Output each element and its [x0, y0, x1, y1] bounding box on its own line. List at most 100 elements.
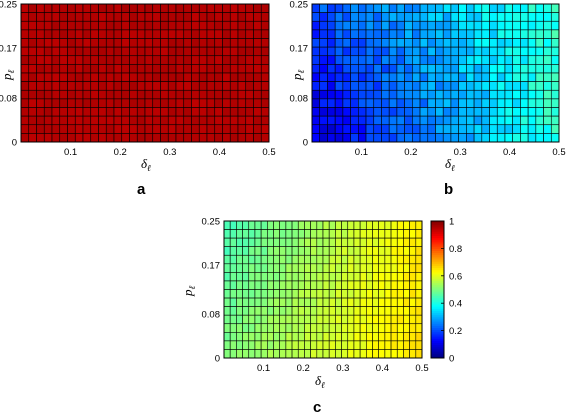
heatmap-b-cell — [381, 81, 390, 91]
heatmap-b-cell — [404, 89, 413, 100]
heatmap-b-cell — [473, 115, 483, 126]
heatmap-b-cell — [450, 72, 459, 82]
heatmap-c-cell — [273, 237, 280, 247]
heatmap-b-cell — [489, 107, 498, 117]
heatmap-b-cell — [334, 20, 344, 31]
heatmap-b-cell — [365, 89, 375, 100]
heatmap-c-cell — [291, 237, 299, 247]
heatmap-b-cell — [381, 3, 390, 13]
heatmap-c-cell — [335, 229, 342, 239]
heatmap-b-cell — [535, 64, 544, 74]
heatmap-c-cell — [248, 340, 256, 350]
heatmap-c-cell — [242, 297, 250, 307]
heatmap-c-cell — [260, 289, 268, 299]
heatmap-c-ylabel: pℓ — [180, 286, 197, 298]
heatmap-b-cell — [466, 107, 475, 117]
heatmap-b-cell — [365, 81, 375, 91]
heatmap-b-cell — [419, 38, 429, 48]
heatmap-b-cell — [342, 29, 351, 39]
heatmap-b-cell — [489, 64, 498, 74]
heatmap-b-cell — [504, 124, 513, 134]
heatmap-a-cell — [152, 29, 161, 39]
heatmap-c-cell — [396, 237, 404, 247]
heatmap-c-cell — [254, 263, 262, 273]
heatmap-a-cell — [183, 64, 192, 74]
heatmap-a-y-tick-label: 0.08 — [0, 93, 17, 104]
heatmap-c-cell — [396, 323, 404, 333]
heatmap-c-cell — [359, 237, 367, 247]
heatmap-b-cell — [466, 89, 475, 100]
heatmap-b-cell — [388, 81, 398, 91]
heatmap-a-cell — [98, 98, 107, 108]
heatmap-b-cell — [358, 89, 367, 100]
heatmap-a-cell — [175, 12, 185, 22]
heatmap-a-cell — [59, 72, 68, 82]
heatmap-b-cell — [388, 133, 398, 143]
heatmap-a-x-tick-label: 0.5 — [262, 147, 275, 158]
heatmap-a-cell — [90, 124, 99, 134]
heatmap-c-cell — [328, 297, 336, 307]
heatmap-c-cell — [347, 237, 355, 247]
heatmap-b-ylabel: pℓ — [289, 70, 306, 82]
colorbar-segment — [431, 323, 444, 327]
heatmap-c-cell — [304, 297, 311, 307]
heatmap-a-cell — [198, 20, 208, 31]
heatmap-c-cell — [366, 297, 373, 307]
heatmap-b-cell — [504, 55, 513, 65]
heatmap-c-cell — [335, 237, 342, 247]
heatmap-c-cell — [353, 297, 361, 307]
heatmap-c-cell — [273, 314, 280, 325]
heatmap-a-cell — [105, 55, 115, 65]
heatmap-c-cell — [291, 280, 299, 290]
heatmap-a-cell — [90, 133, 99, 143]
heatmap-a-cell — [136, 29, 146, 39]
heatmap-a-cell — [43, 115, 53, 126]
heatmap-b-cell — [388, 115, 398, 126]
heatmap-a-cell — [28, 107, 37, 117]
heatmap-a-cell — [36, 46, 45, 57]
panel-label-c: c — [313, 399, 321, 416]
heatmap-b-cell — [543, 81, 552, 91]
heatmap-a-cell — [183, 133, 192, 143]
heatmap-a-cell — [82, 64, 92, 74]
heatmap-c-cell — [359, 263, 367, 273]
heatmap-c-cell — [409, 314, 417, 325]
heatmap-a-ticks: 0.1 0.2 0.3 0.4 0.500.080.170.25 — [0, 0, 276, 158]
heatmap-c-cell — [242, 220, 250, 230]
heatmap-b-cell — [427, 124, 436, 134]
heatmap-a-cell — [160, 81, 169, 91]
heatmap-b-cell — [365, 46, 375, 57]
heatmap-a-cell — [191, 12, 200, 22]
heatmap-a-cell — [74, 98, 84, 108]
heatmap-b-cell — [319, 64, 328, 74]
heatmap-b-xlabel: δℓ — [445, 156, 455, 173]
heatmap-b-cell — [334, 29, 344, 39]
heatmap-a-cell — [113, 115, 123, 126]
heatmap-b-cell — [381, 98, 390, 108]
heatmap-b-cell — [489, 115, 498, 126]
heatmap-c-cell — [359, 229, 367, 239]
colorbar-segment — [431, 298, 444, 301]
heatmap-b-cell — [512, 81, 521, 91]
heatmap-b-cell — [412, 107, 421, 117]
heatmap-c-cell — [304, 332, 311, 342]
heatmap-b: 0.1 0.2 0.3 0.4 0.500.080.170.25 δℓ pℓ b — [289, 0, 566, 198]
heatmap-a-cell — [113, 89, 123, 100]
heatmap-b-cell — [350, 20, 359, 31]
heatmap-c-cell — [254, 340, 262, 350]
heatmap-c-cell — [304, 254, 311, 265]
heatmap-b-cell — [535, 20, 544, 31]
heatmap-b-cell — [373, 64, 382, 74]
heatmap-b-cell — [527, 133, 537, 143]
heatmap-a-cell — [245, 12, 254, 22]
heatmap-a-cell — [183, 38, 192, 48]
heatmap-c-cell — [415, 272, 423, 282]
heatmap-b-cell — [311, 107, 321, 117]
heatmap-a-cell — [214, 38, 223, 48]
heatmap-b-cell — [458, 20, 467, 31]
heatmap-c-cell — [267, 349, 274, 359]
heatmap-b-cell — [458, 12, 467, 22]
heatmap-a-cell — [175, 55, 185, 65]
heatmap-b-cell — [435, 115, 444, 126]
heatmap-c-cell — [353, 263, 361, 273]
